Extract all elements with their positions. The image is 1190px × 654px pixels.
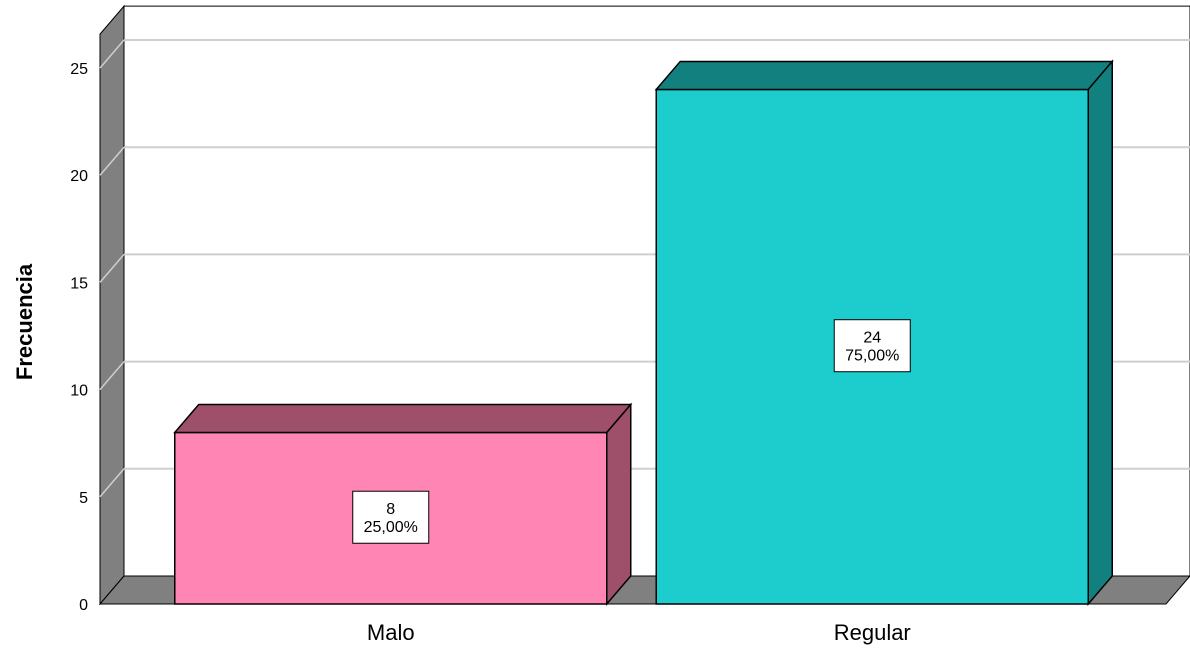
y-axis-ticks: 0 5 10 15 20 25 <box>70 61 88 614</box>
side-wall <box>99 4 125 606</box>
x-category-label: Regular <box>834 620 911 645</box>
y-tick-label: 10 <box>70 383 88 400</box>
bar-side <box>606 402 632 607</box>
y-axis-label: Frecuencia <box>12 263 37 380</box>
x-axis-categories: Malo Regular <box>367 620 911 645</box>
data-label-count: 8 <box>386 501 395 518</box>
gridline-diagonal <box>99 39 125 69</box>
y-tick-label: 20 <box>70 168 88 185</box>
x-category-label: Malo <box>367 620 415 645</box>
y-tick-label: 0 <box>79 597 88 614</box>
bar-top <box>654 60 1114 91</box>
gridline-diagonal <box>99 253 125 283</box>
data-label-box <box>352 490 430 544</box>
y-tick-label: 5 <box>79 490 88 507</box>
gridline-diagonal <box>99 361 125 391</box>
y-tick-label: 25 <box>70 61 88 78</box>
data-label-percent: 75,00% <box>845 348 899 365</box>
data-label-percent: 25,00% <box>364 519 418 536</box>
bar-side <box>1087 59 1113 607</box>
bar: 825,00% <box>173 402 633 607</box>
data-label-count: 24 <box>863 330 881 347</box>
data-label-box <box>833 319 911 373</box>
gridline-diagonal <box>99 146 125 176</box>
y-tick-label: 15 <box>70 275 88 292</box>
bar-top <box>173 403 633 434</box>
gridline-diagonal <box>99 468 125 498</box>
